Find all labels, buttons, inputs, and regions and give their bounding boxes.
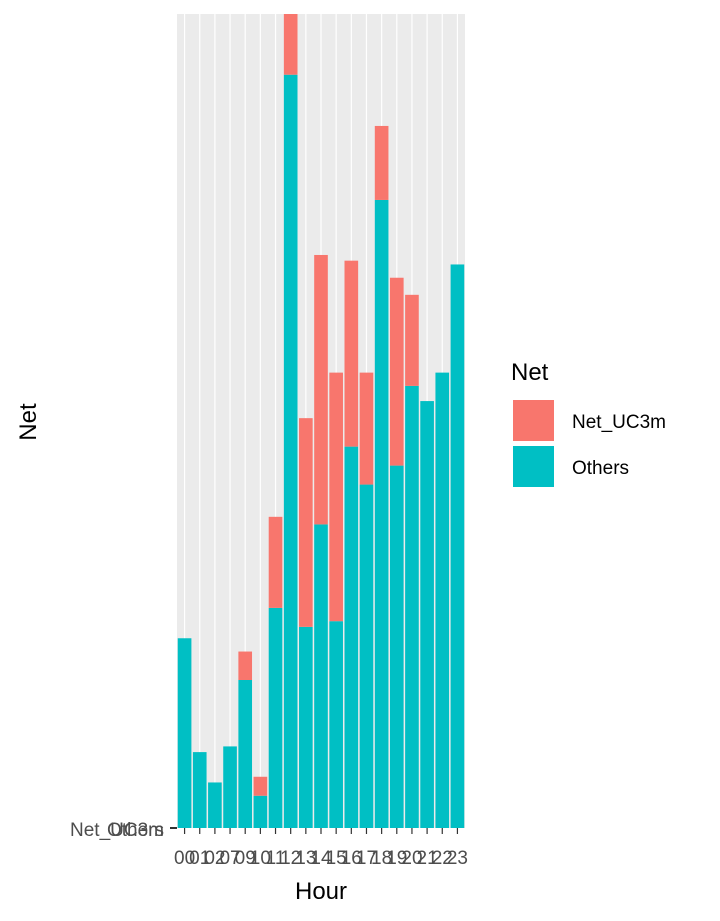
bar-net-uc3m [268, 516, 283, 608]
bar-others [192, 752, 207, 828]
bar-net-uc3m [344, 260, 359, 447]
x-tick-label: 07 [219, 848, 240, 869]
legend-title: Net [511, 359, 549, 386]
legend-swatch [513, 400, 554, 441]
bar-others [253, 795, 268, 828]
x-tick-label: 21 [417, 848, 438, 869]
bar-others [450, 264, 465, 828]
x-tick-label: 23 [447, 848, 468, 869]
x-tick-label: 17 [356, 848, 377, 869]
bar-net-uc3m [329, 372, 343, 622]
bar-others [283, 74, 298, 828]
x-tick-label: 11 [266, 848, 286, 869]
bar-net-uc3m [389, 277, 404, 466]
bar-net-uc3m [314, 254, 328, 525]
bar-others [268, 607, 283, 828]
y-axis-title: Net [15, 403, 42, 441]
bar-net-uc3m [253, 776, 268, 796]
x-tick-label: 18 [371, 848, 392, 869]
bar-others [389, 465, 404, 828]
bar-net-uc3m [283, 14, 298, 75]
bar-others [374, 199, 389, 828]
bar-net-uc3m [238, 651, 253, 680]
x-tick-label: 01 [189, 848, 210, 869]
bar-net-uc3m [359, 372, 374, 485]
bar-net-uc3m [299, 418, 313, 627]
bar-net-uc3m [374, 125, 389, 200]
bar-others [420, 401, 434, 828]
bar-others [238, 680, 253, 828]
x-tick-label: 13 [295, 848, 316, 869]
x-tick-label: 19 [386, 848, 407, 869]
bar-others [359, 484, 374, 828]
x-tick-label: 00 [174, 848, 195, 869]
bar-net-uc3m [405, 294, 419, 386]
bar-others [405, 385, 419, 828]
bars [177, 14, 465, 828]
bar-others [314, 524, 328, 828]
bar-others [329, 621, 343, 828]
x-tick-label: 02 [204, 848, 225, 869]
bar-others [299, 626, 313, 828]
bar-others [208, 782, 222, 828]
legend-label: Others [572, 458, 629, 479]
x-tick-label: 16 [341, 848, 362, 869]
bar-others [177, 638, 192, 828]
legend: Net Net_UC3m Others [511, 359, 666, 487]
x-tick-label: 10 [250, 848, 271, 869]
legend-swatch [513, 446, 554, 487]
x-tick-label: 12 [280, 848, 301, 869]
legend-label: Net_UC3m [572, 412, 666, 433]
y-tick-label: Net_UC3m [70, 820, 164, 841]
x-axis-title: Hour [295, 878, 347, 905]
x-tick-label: 14 [310, 848, 332, 869]
bar-others [223, 746, 237, 828]
bar-others [344, 446, 359, 828]
x-tick-label: 20 [401, 848, 422, 869]
bar-others [435, 372, 450, 828]
x-tick-label: 22 [432, 848, 453, 869]
y-tick-label: Others [107, 820, 164, 841]
x-tick-label: 09 [235, 848, 256, 869]
x-tick-label: 15 [326, 848, 347, 869]
